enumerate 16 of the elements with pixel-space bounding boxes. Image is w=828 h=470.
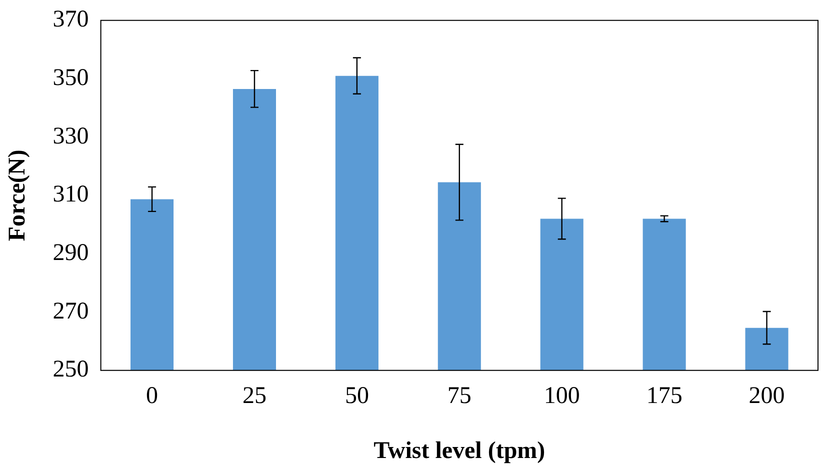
y-tick-label: 250 [52, 356, 89, 383]
x-tick-label: 50 [344, 383, 369, 410]
y-tick-label: 270 [52, 298, 89, 324]
y-tick-label: 350 [52, 65, 89, 92]
x-tick-label: 175 [646, 383, 682, 410]
y-tick-label: 330 [52, 123, 89, 150]
x-axis-title: Twist level (tpm) [374, 438, 546, 464]
x-tick-label: 0 [146, 383, 158, 410]
x-tick-label: 200 [748, 383, 785, 410]
x-tick-label: 100 [544, 383, 580, 410]
y-tick-label: 310 [52, 182, 89, 208]
x-tick-label: 25 [242, 383, 266, 410]
y-axis-title: Force(N) [4, 150, 31, 242]
x-tick-label: 75 [447, 383, 472, 410]
y-tick-label: 370 [52, 6, 89, 33]
y-tick-label: 290 [52, 240, 89, 266]
